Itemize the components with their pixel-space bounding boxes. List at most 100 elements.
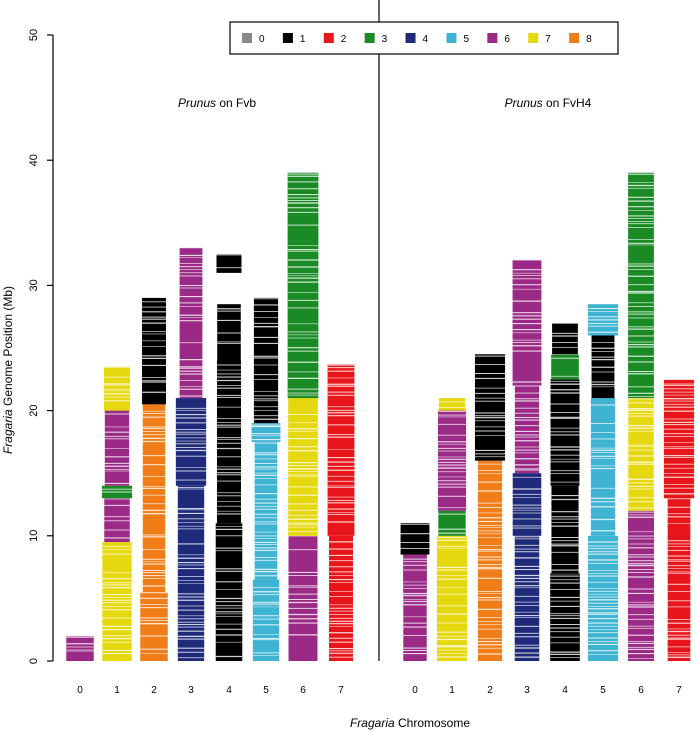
legend-label: 1	[300, 34, 306, 45]
segment-group-1	[591, 335, 615, 399]
segment-group-3	[101, 485, 133, 499]
x-tick-label: 2	[487, 685, 493, 696]
segment-group-1	[141, 297, 167, 405]
segment-group-2	[328, 535, 354, 661]
chromosome-bar-fvb-3	[175, 247, 207, 661]
segment-group-1	[474, 354, 506, 461]
y-tick-label: 50	[28, 29, 40, 41]
chromosome-bar-fvb-2	[140, 297, 168, 661]
legend-label: 5	[463, 34, 469, 45]
segment-group-1	[400, 523, 430, 555]
segment	[512, 473, 542, 536]
segment-group-7	[288, 398, 318, 536]
segment-group-4	[514, 535, 540, 661]
segment	[550, 379, 580, 486]
segment	[327, 364, 355, 536]
segment-group-1	[552, 322, 578, 355]
segment-group-6	[437, 410, 467, 511]
legend-swatch	[282, 33, 293, 43]
chromosome-bar-fvh4-1	[436, 398, 468, 661]
segment	[179, 247, 203, 399]
segment	[477, 460, 503, 661]
chromosome-bar-fvh4-0	[400, 523, 430, 661]
segment	[288, 398, 318, 536]
segment-group-6	[66, 635, 94, 661]
segment	[627, 510, 655, 661]
y-tick-label: 10	[28, 530, 40, 542]
segment-group-8	[140, 592, 168, 661]
chromosome-bar-fvb-7	[327, 364, 355, 661]
segment-group-2	[663, 378, 695, 499]
legend-label: 7	[545, 34, 551, 45]
legend-entry: 2	[323, 33, 347, 45]
segment	[216, 254, 242, 273]
chromosome-bars	[66, 172, 695, 661]
legend-entry: 4	[405, 33, 429, 45]
x-tick-label: 2	[151, 685, 157, 696]
segment	[667, 498, 691, 661]
segment-group-2	[327, 364, 355, 536]
x-axis-label: Fragaria Chromosome	[350, 716, 470, 730]
legend-swatch	[487, 33, 498, 43]
legend-label: 0	[259, 34, 265, 45]
segment	[590, 398, 616, 536]
legend-entry: 8	[569, 33, 592, 45]
segment-group-3	[628, 172, 654, 399]
segment	[251, 423, 281, 442]
legend-swatch	[405, 33, 416, 43]
segment	[587, 535, 619, 661]
x-tick-label: 7	[338, 685, 344, 696]
segment	[328, 535, 354, 661]
segment-group-6	[104, 410, 130, 486]
segment-group-1	[217, 304, 241, 361]
chromosome-bar-fvb-6	[287, 172, 319, 661]
segment	[438, 398, 466, 411]
panel-title: Prunus on FvH4	[505, 96, 592, 110]
segment-group-5	[590, 398, 616, 536]
legend-entry: 0	[242, 33, 265, 45]
segment	[102, 542, 132, 661]
segment-group-7	[438, 398, 466, 411]
segment-group-1	[215, 523, 243, 661]
chromosome-bar-fvh4-4	[550, 322, 580, 661]
x-tick-label: 7	[676, 685, 682, 696]
segment	[254, 441, 278, 580]
segment-group-3	[551, 353, 579, 380]
chromosome-bar-fvh4-3	[512, 260, 542, 661]
x-tick-label: 1	[114, 685, 120, 696]
segment-group-3	[287, 172, 319, 399]
y-tick-label: 20	[28, 404, 40, 416]
legend-entry: 7	[528, 33, 551, 45]
segment	[217, 304, 241, 361]
chromosome-bar-fvh4-6	[627, 172, 655, 661]
x-tick-label: 4	[226, 685, 232, 696]
legend-label: 4	[423, 34, 429, 45]
segment-group-7	[103, 366, 131, 411]
segment	[216, 360, 242, 524]
segment	[400, 523, 430, 555]
x-tick-label: 6	[300, 685, 306, 696]
x-tick-label: 0	[77, 685, 83, 696]
legend-label: 8	[586, 34, 592, 45]
segment-group-7	[436, 535, 468, 661]
chromosome-bar-fvh4-7	[663, 378, 695, 661]
y-axis-label: Fragaria Genome Position (Mb)	[1, 286, 15, 454]
segment-group-5	[587, 535, 619, 661]
legend: 0 1 2 3 4 5 6 7 8	[229, 21, 619, 55]
panel-titles: Prunus on Fvb Prunus on FvH4	[178, 96, 592, 110]
segment-group-1	[216, 360, 242, 524]
segment-group-8	[477, 460, 503, 661]
segment	[550, 573, 580, 661]
segment-group-5	[587, 304, 619, 336]
x-tick-label: 1	[449, 685, 455, 696]
segment	[104, 498, 130, 543]
segment-group-4	[177, 485, 205, 661]
segment	[252, 579, 280, 661]
chromosome-bar-fvb-1	[101, 366, 133, 661]
segment-group-2	[667, 498, 691, 661]
chromosome-bar-fvb-4	[215, 254, 243, 661]
legend-swatch	[446, 33, 457, 43]
legend-entry: 1	[282, 33, 306, 45]
x-tick-label: 5	[600, 685, 606, 696]
